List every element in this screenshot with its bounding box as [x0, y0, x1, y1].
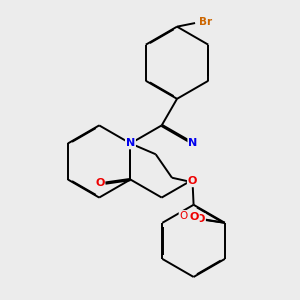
- Text: O: O: [188, 176, 197, 186]
- Text: N: N: [126, 138, 135, 148]
- Text: O: O: [95, 178, 104, 188]
- Text: N: N: [188, 138, 198, 148]
- Text: O: O: [190, 212, 199, 222]
- Text: O: O: [196, 214, 205, 224]
- Text: O: O: [179, 211, 188, 220]
- Text: Br: Br: [199, 17, 212, 27]
